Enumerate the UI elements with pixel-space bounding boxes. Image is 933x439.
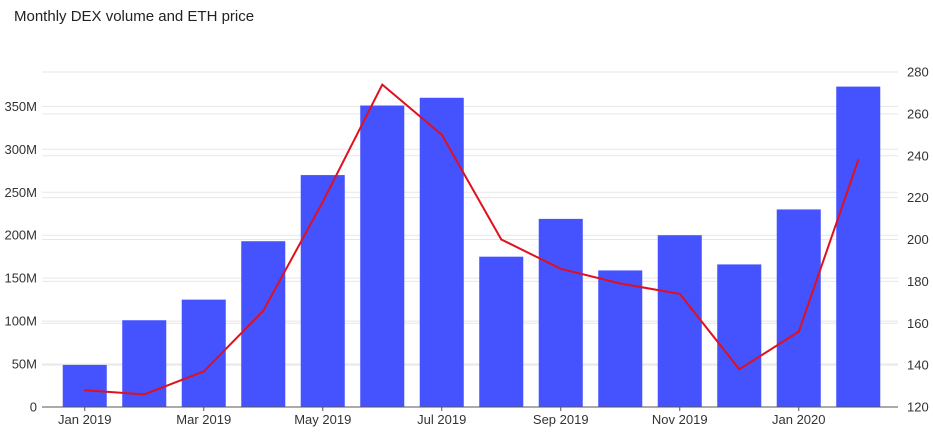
volume-bar-3 [181,299,226,407]
right-axis-tick-label: 240 [907,148,929,163]
volume-bar-6 [360,105,405,407]
right-axis-tick-label: 280 [907,65,929,80]
eth-price-point-9 [559,267,562,270]
left-axis-tick-label: 200M [4,228,37,243]
x-axis-tick-label: Mar 2019 [176,412,231,427]
eth-price-point-4 [262,309,265,312]
eth-price-point-6 [381,83,384,86]
left-axis-tick-label: 50M [12,357,37,372]
right-axis-tick-label: 220 [907,190,929,205]
left-axis-tick-label: 0 [30,400,37,415]
left-axis-tick-label: 300M [4,142,37,157]
eth-price-point-3 [202,370,205,373]
x-axis-tick-label: Sep 2019 [533,412,589,427]
eth-price-point-1 [83,389,86,392]
right-axis-tick-label: 120 [907,400,929,415]
volume-bars [62,86,881,408]
right-axis-tick-label: 200 [907,232,929,247]
right-axis-tick-label: 260 [907,106,929,121]
eth-price-point-14 [857,158,860,161]
eth-price-point-12 [738,368,741,371]
eth-price-point-11 [678,292,681,295]
left-axis-tick-label: 250M [4,185,37,200]
eth-price-point-8 [500,238,503,241]
left-axis-tick-label: 100M [4,314,37,329]
eth-price-point-10 [619,282,622,285]
eth-price-point-2 [143,393,146,396]
eth-price-point-7 [440,133,443,136]
gridlines [42,71,898,408]
price-line-layer [83,83,860,396]
volume-bar-9 [538,218,583,407]
volume-bar-11 [657,235,702,407]
right-axis-tick-label: 140 [907,358,929,373]
volume-bar-4 [241,241,286,407]
x-axis-tick-label: Jul 2019 [417,412,466,427]
volume-bar-1 [62,364,107,407]
volume-bar-12 [717,264,762,407]
volume-bar-7 [419,97,464,408]
eth-price-line [84,83,860,396]
x-axis-tick-label: May 2019 [294,412,351,427]
x-axis-tick-label: Nov 2019 [652,412,708,427]
volume-bar-10 [598,270,643,407]
right-axis-tick-label: 180 [907,274,929,289]
volume-bar-8 [479,256,524,407]
eth-price-point-13 [797,330,800,333]
left-axis-tick-label: 350M [4,99,37,114]
chart-title: Monthly DEX volume and ETH price [14,8,255,25]
eth-price-point-5 [321,200,324,203]
x-axis-tick-label: Jan 2020 [772,412,826,427]
volume-bar-5 [300,175,345,407]
volume-bar-14 [836,86,881,407]
left-axis-tick-label: 150M [4,271,37,286]
volume-bar-13 [776,209,821,407]
x-axis-tick-label: Jan 2019 [58,412,112,427]
right-axis-tick-label: 160 [907,316,929,331]
axes: 120 140 160 180 200 220 240 260 280 0 50M 100M 150M 2… [4,65,928,428]
